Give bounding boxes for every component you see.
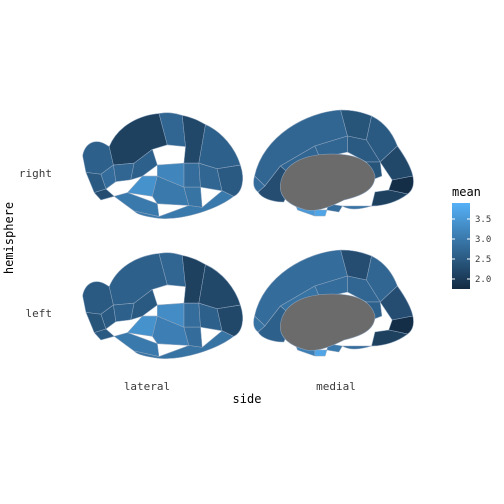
legend-ticks: 2.0 2.5 3.0 3.5 [452, 215, 491, 285]
y-tick-left: left [26, 307, 53, 320]
labels-layer: right left lateral medial side hemispher… [2, 167, 356, 406]
region-middle-temporal [113, 192, 160, 217]
region-fusiform [342, 345, 372, 350]
legend-colorbar [452, 203, 470, 289]
medial-wall-missing [280, 153, 376, 211]
region-superior-parietal [198, 124, 241, 169]
x-tick-medial: medial [316, 380, 356, 393]
region-superior-parietal [198, 264, 241, 309]
region-superior-frontal [108, 113, 168, 166]
region-frontal-pole [253, 315, 266, 333]
x-tick-lateral: lateral [124, 380, 170, 393]
region-entorhinal [314, 349, 328, 357]
legend: mean 2.0 2.5 3.0 3.5 [452, 185, 491, 289]
region-precentral [130, 289, 158, 321]
medial-wall-missing [280, 293, 376, 351]
legend-tick-label: 3.5 [475, 215, 491, 225]
region-supramarginal [183, 162, 201, 188]
region-entorhinal [314, 209, 328, 217]
region-inferior-temporal [133, 190, 234, 219]
region-lingual [371, 189, 408, 207]
region-frontal-pole [253, 175, 266, 193]
panels-layer [82, 109, 414, 359]
panel-right-lateral [82, 112, 243, 219]
legend-tick-label: 2.5 [475, 255, 491, 265]
region-lingual [371, 329, 408, 347]
region-supramarginal [183, 302, 201, 328]
legend-tick-label: 2.0 [475, 275, 491, 285]
region-inferior-temporal [133, 330, 234, 359]
legend-title: mean [452, 185, 481, 199]
y-axis-title: hemisphere [2, 202, 16, 274]
panel-right-medial [253, 109, 414, 217]
panel-left-medial [253, 249, 414, 357]
region-middle-temporal [113, 332, 160, 357]
x-axis-title: side [233, 392, 262, 406]
region-precentral [130, 149, 158, 181]
region-superior-frontal [108, 253, 168, 306]
region-fusiform [342, 205, 372, 210]
panel-left-lateral [82, 252, 243, 359]
legend-tick-label: 3.0 [475, 235, 491, 245]
y-tick-right: right [19, 167, 52, 180]
